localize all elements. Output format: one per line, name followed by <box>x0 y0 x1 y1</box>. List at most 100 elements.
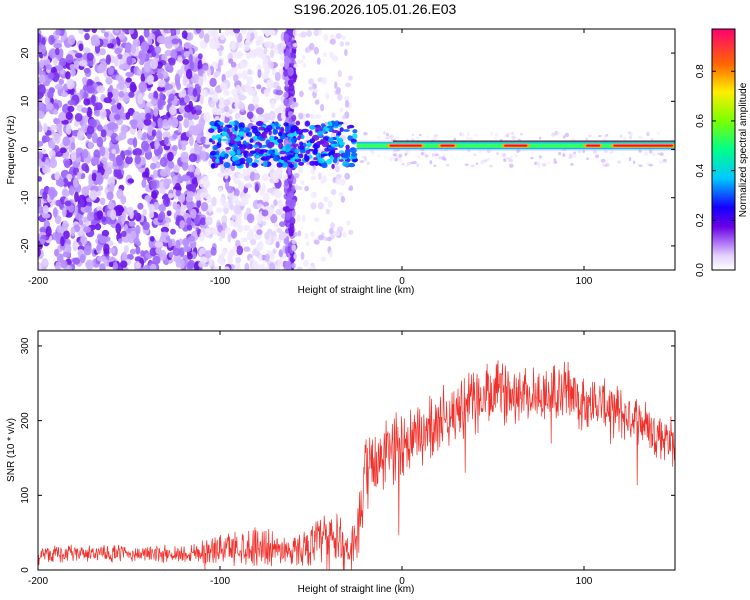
spectrogram-cell <box>321 76 328 85</box>
spectrogram-cell <box>293 137 298 141</box>
spectrogram-cell <box>573 153 577 159</box>
spectrogram-cell <box>314 161 319 167</box>
spectrogram-cell <box>294 184 299 191</box>
spectrogram-cell <box>300 180 305 186</box>
spectrogram-cell <box>431 152 435 157</box>
spectrogram-cell <box>259 149 264 153</box>
spectrogram-cell <box>627 131 632 135</box>
spectrogram-cell <box>186 204 194 210</box>
spectrogram-cell <box>149 58 159 70</box>
spectrogram-cell <box>332 55 339 62</box>
spectrogram-cell <box>208 87 214 93</box>
x-tick-label: 0 <box>399 276 405 287</box>
spectrogram-cell <box>184 104 192 113</box>
spectrogram-cell <box>538 155 542 159</box>
spectrogram-cell <box>142 221 150 231</box>
snr-x-axis-title: Height of straight line (km) <box>298 584 415 595</box>
spectrogram-cell <box>64 160 71 169</box>
spectrogram-cell <box>41 266 47 270</box>
spectrogram-cell <box>282 206 289 212</box>
spectrogram-cell <box>81 186 90 197</box>
spectrogram-cell <box>67 34 76 46</box>
spectrogram-cell <box>213 71 221 77</box>
spectrogram-cell <box>453 137 457 142</box>
spectrogram-cell <box>77 130 85 141</box>
spectrogram-cell <box>313 89 319 93</box>
spectrogram-cell <box>157 136 163 142</box>
spectrogram-cell <box>638 135 643 139</box>
spectrogram-cell <box>249 87 256 96</box>
spectrogram-cell <box>86 106 93 118</box>
spectrogram-cell <box>182 237 190 247</box>
spectrogram-cell <box>406 162 411 166</box>
spectrogram-cell <box>278 142 284 150</box>
spectrogram-cell <box>306 30 313 37</box>
spectrogram-cell <box>170 117 179 129</box>
colorbar-tick-label: 0.8 <box>695 64 706 78</box>
spectrogram-cell <box>475 162 479 165</box>
spectrogram-cell <box>236 36 242 43</box>
spectrogram-cell <box>443 157 447 161</box>
spectrogram-cell <box>333 147 338 151</box>
spectrogram-cell <box>38 74 46 84</box>
spectrogram-cell <box>289 163 294 169</box>
spectrogram-cell <box>212 29 218 36</box>
spectrogram-cell <box>124 42 133 53</box>
spectrogram-cell <box>233 204 242 215</box>
spectrogram-cell <box>99 146 106 157</box>
spectrogram-cell <box>241 70 248 80</box>
spectrogram-cell <box>106 191 114 201</box>
spectrogram-cell <box>287 29 293 33</box>
spectrogram-cell <box>344 111 350 119</box>
spectrogram-cell <box>254 183 259 193</box>
spectrogram-cell <box>466 132 470 137</box>
spectrogram-cell <box>298 161 305 166</box>
spectrogram-cell <box>272 248 277 255</box>
spectrogram-cell <box>164 62 171 71</box>
spectrogram-cell <box>60 91 69 98</box>
spectrogram-cell <box>308 78 314 86</box>
spectrogram-cell <box>330 222 335 230</box>
y-tick-label: 200 <box>20 412 31 429</box>
spectrogram-cell <box>346 220 351 226</box>
spectrogram-cell <box>486 157 490 161</box>
spectrogram-cell <box>338 159 344 162</box>
spectrogram-cell <box>258 126 266 131</box>
spectrogram-cell <box>329 228 334 235</box>
spectrogram-cell <box>297 59 304 64</box>
spectrogram-cell <box>658 160 664 164</box>
spectrogram-cell <box>95 102 103 111</box>
spectrogram-cell <box>252 144 259 148</box>
spectrogram-cell <box>263 47 268 55</box>
spectrogram-cell <box>125 112 131 120</box>
spectrogram-cell <box>288 191 295 199</box>
spectrogram-cell <box>239 61 246 69</box>
spectrogram-cell <box>313 239 320 245</box>
spectrogram-cell <box>119 260 128 268</box>
spectrogram-cell <box>273 178 279 184</box>
spectrogram-cell <box>143 62 152 73</box>
spectrogram-cell <box>64 200 72 207</box>
spectrogram-cell <box>104 129 114 137</box>
spectral-line-peak <box>389 144 422 147</box>
spectrogram-cell <box>293 63 299 69</box>
spectrogram-cell <box>301 128 309 133</box>
spectrogram-cell <box>204 227 212 237</box>
spectrogram-cell <box>249 171 256 182</box>
spectrogram-cell <box>223 99 231 107</box>
spectrogram-cell <box>109 182 115 192</box>
spectrogram-cell <box>153 201 160 210</box>
snr-series-line <box>38 360 675 570</box>
spectrogram-cell <box>251 125 258 130</box>
colorbar-tick-label: 0.2 <box>695 213 706 227</box>
spectrogram-cell <box>66 173 73 180</box>
spectrogram-cell <box>116 188 124 200</box>
spectral-line-peak <box>440 144 455 147</box>
spectrogram-cell <box>83 115 89 124</box>
spectrogram-cell <box>383 131 386 135</box>
spectrogram-cell <box>38 44 47 53</box>
spectrogram-cell <box>291 125 297 129</box>
spectrogram-cell <box>174 73 181 85</box>
spectrogram-cell <box>85 261 92 267</box>
spectrogram-cell <box>181 143 187 151</box>
